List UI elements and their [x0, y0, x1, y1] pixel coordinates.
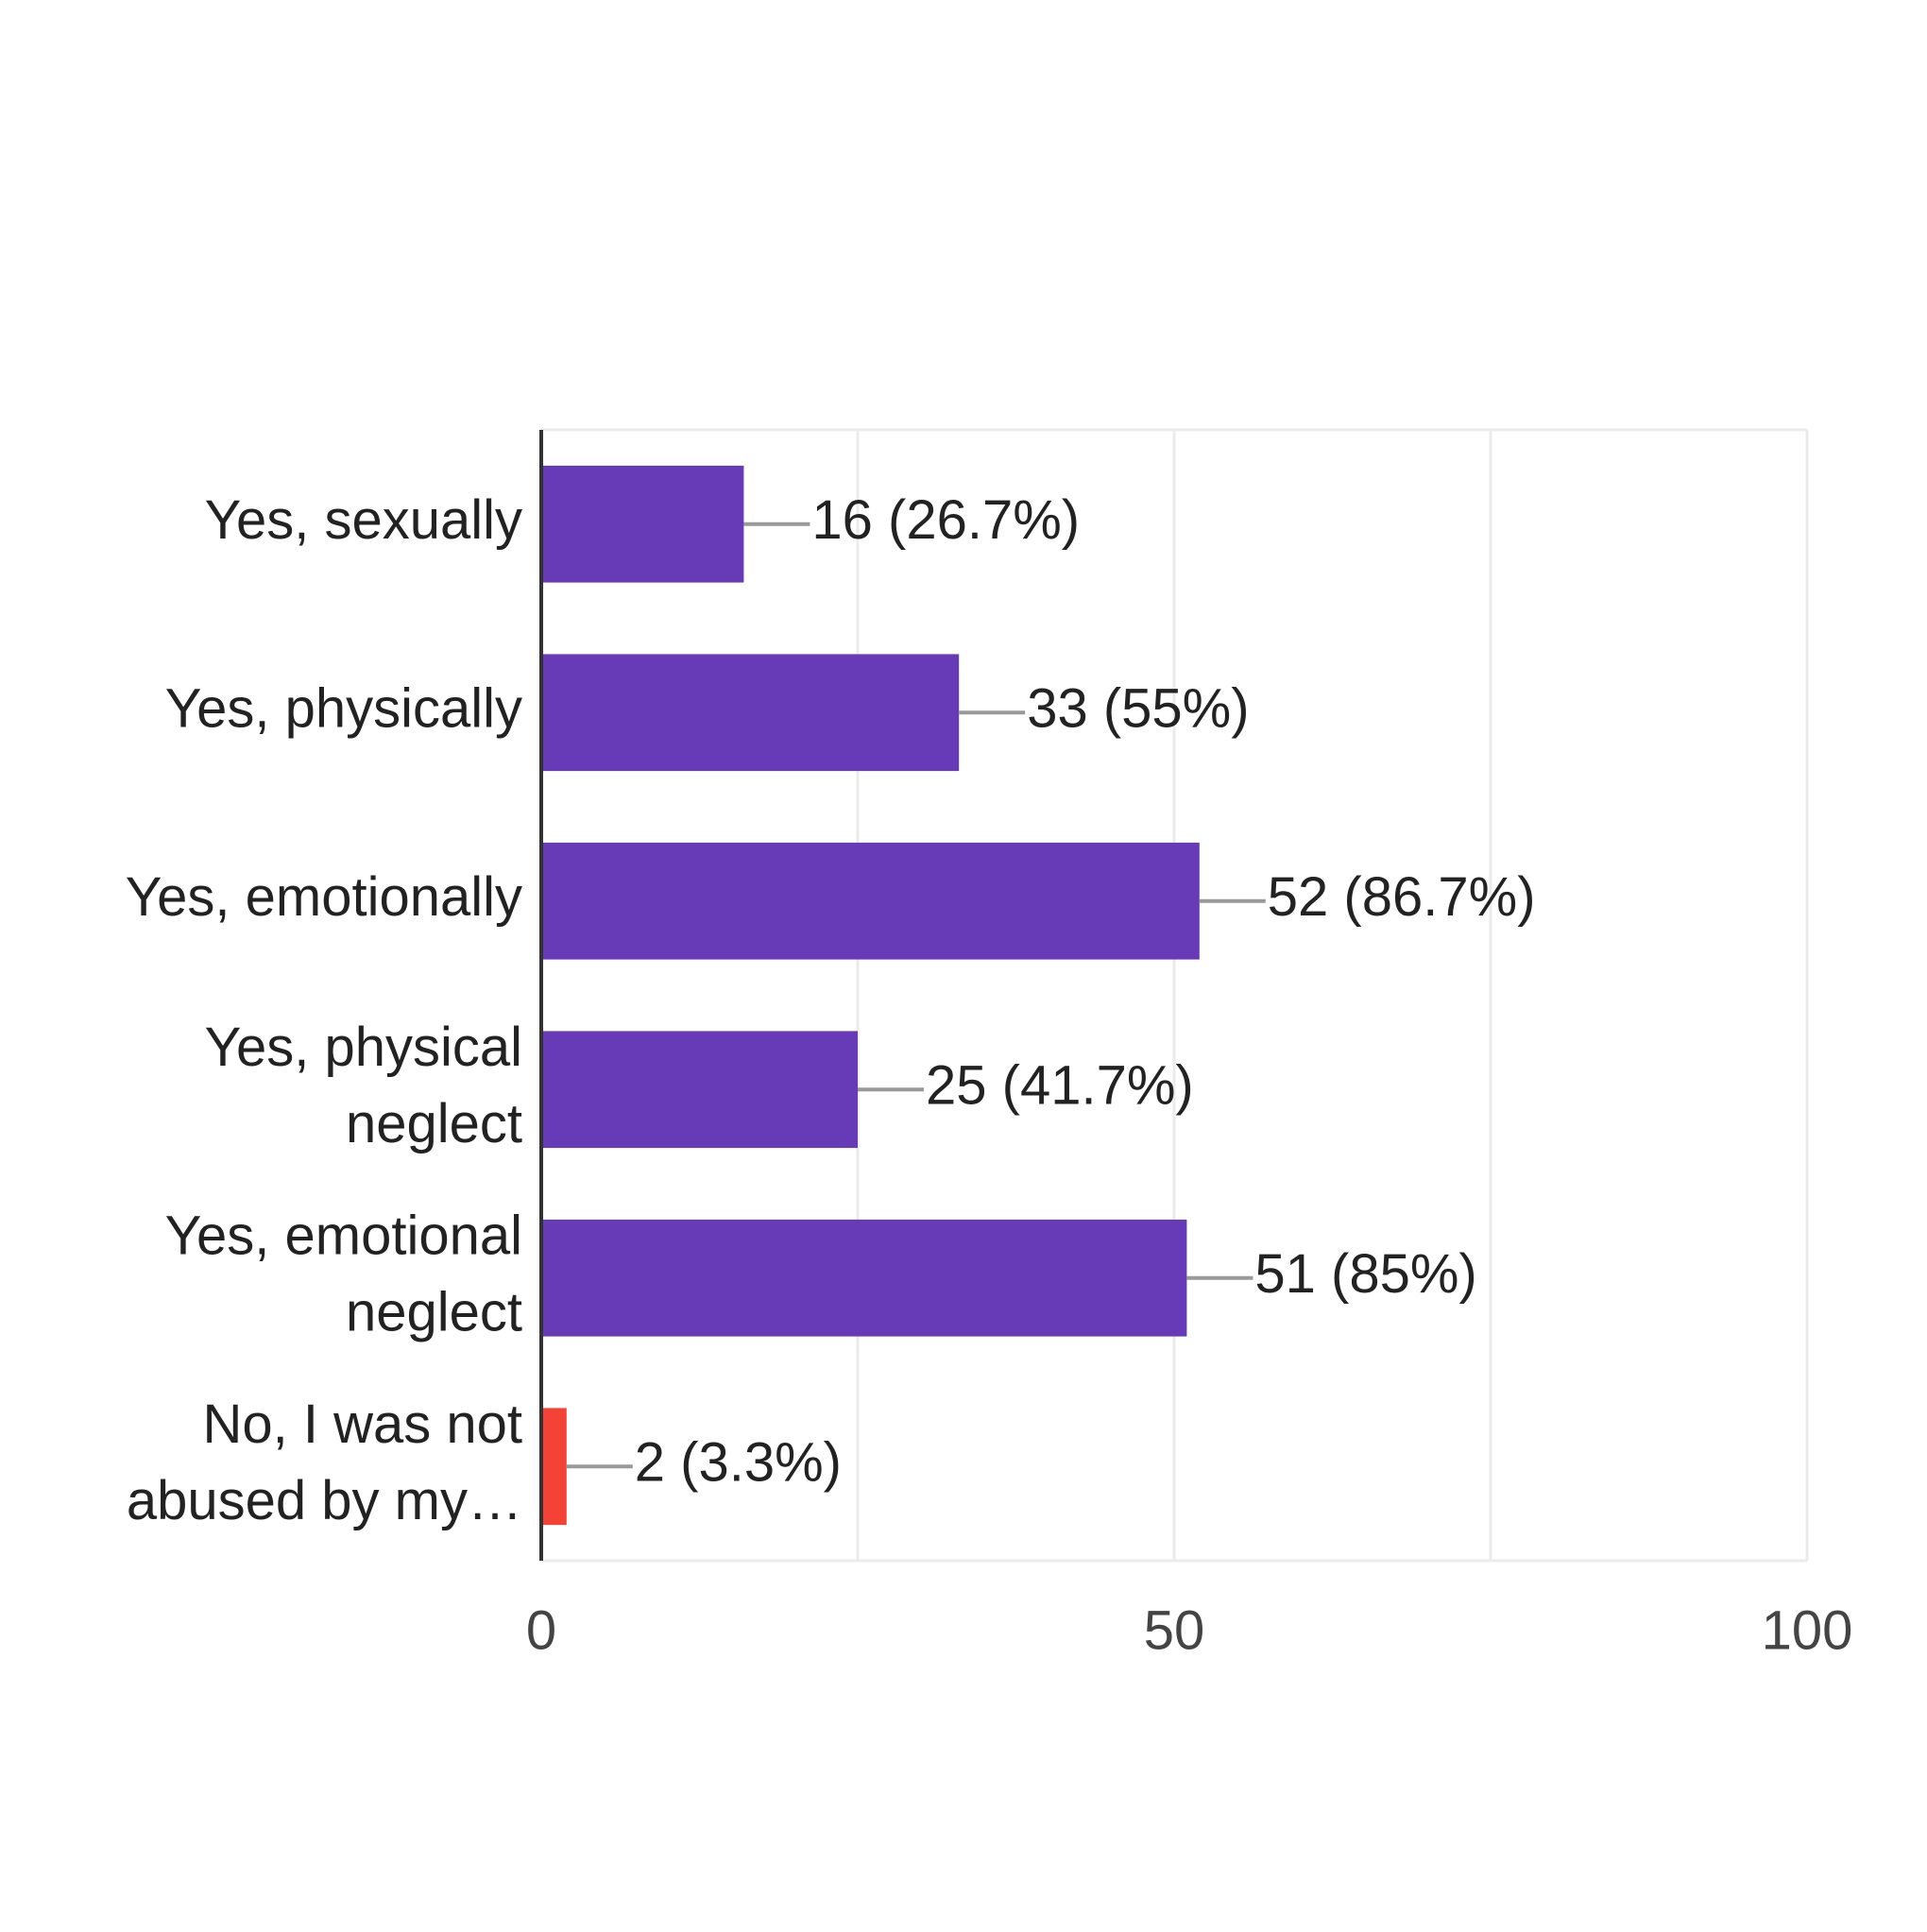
y-tick-label: Yes, emotionally: [126, 866, 522, 928]
y-tick-label: No, I was not abused by my…: [127, 1393, 522, 1531]
y-tick-label: Yes, sexually: [205, 489, 522, 551]
x-tick-label: 50: [1144, 1599, 1205, 1661]
value-label: 2 (3.3%): [635, 1432, 842, 1494]
value-label: 33 (55%): [1027, 678, 1249, 740]
y-tick-label: Yes, physical neglect: [205, 1017, 522, 1154]
y-tick-label: Yes, physically: [165, 678, 522, 740]
bar: [541, 1408, 567, 1526]
x-tick-label: 100: [1762, 1599, 1853, 1661]
bar: [541, 465, 744, 583]
bar: [541, 1219, 1187, 1337]
x-tick-label: 0: [526, 1599, 556, 1661]
bar: [541, 1031, 858, 1149]
value-label: 16 (26.7%): [811, 489, 1080, 551]
y-tick-label: Yes, emotional neglect: [165, 1205, 522, 1343]
bar: [541, 654, 960, 772]
bar: [541, 842, 1200, 960]
value-label: 52 (86.7%): [1268, 866, 1536, 928]
value-label: 51 (85%): [1254, 1243, 1476, 1305]
value-label: 25 (41.7%): [926, 1055, 1194, 1117]
